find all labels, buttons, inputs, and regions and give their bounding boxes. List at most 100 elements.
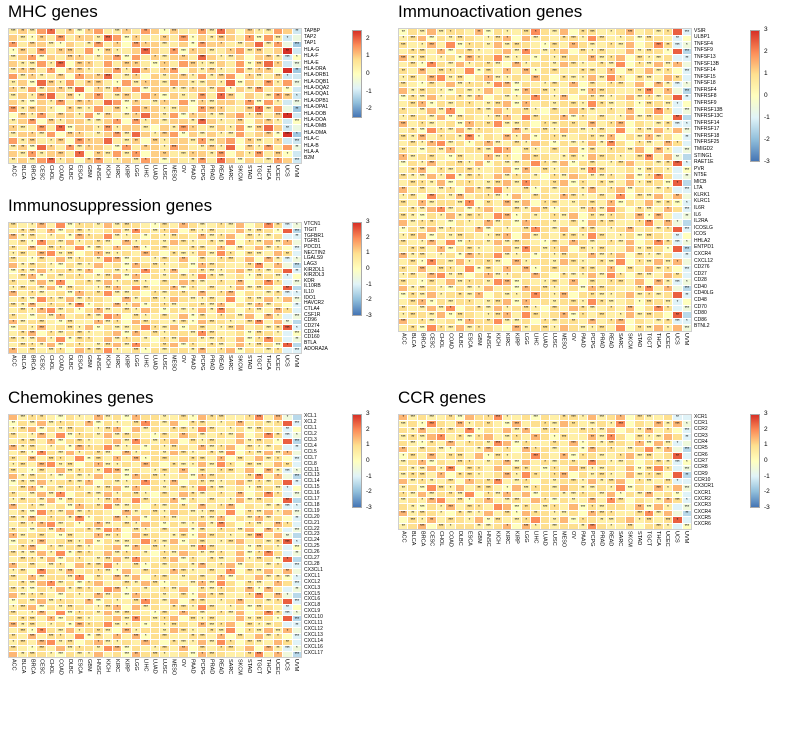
heatmap-cell: ***: [179, 86, 188, 93]
heatmap-cell: ***: [550, 121, 559, 127]
gene-label: CXCL2: [304, 578, 321, 585]
heatmap-cell: ***: [502, 134, 512, 140]
heatmap-cell: ***: [427, 491, 436, 498]
heatmap-cell: ***: [56, 509, 65, 515]
heatmap-cell: [112, 61, 122, 67]
heatmap-cell: [103, 41, 112, 48]
heatmap-cell: [578, 55, 588, 61]
heatmap-cell: ***: [531, 415, 540, 421]
heatmap-cell: [46, 240, 56, 245]
gene-label: HLA-DPA1: [304, 104, 329, 111]
heatmap-cell: ***: [264, 444, 273, 450]
heatmap-cell: *: [502, 312, 512, 318]
heatmap-cell: ***: [122, 93, 131, 99]
heatmap-cell: ***: [512, 498, 521, 504]
colorbar-gradient: [352, 30, 362, 118]
heatmap-cell: *: [75, 432, 84, 438]
heatmap-cell: [37, 157, 46, 163]
heatmap-cell: ***: [446, 101, 455, 107]
heatmap-cell: *: [188, 557, 198, 563]
heatmap-cell: *: [474, 173, 484, 180]
heatmap-cell: [616, 180, 625, 186]
heatmap-cell: [559, 200, 569, 206]
heatmap-cell: [408, 81, 417, 88]
heatmap-cell: **: [56, 640, 65, 646]
heatmap-cell: *: [417, 219, 427, 226]
heatmap-cell: [427, 107, 436, 114]
heatmap-cell: *: [112, 86, 122, 93]
heatmap-cell: [474, 453, 484, 459]
heatmap-cell: *: [292, 291, 301, 296]
heatmap-cell: [65, 118, 75, 125]
heatmap-cell: [198, 285, 207, 291]
heatmap-cell: [179, 336, 188, 342]
heatmap-cell: [559, 88, 569, 94]
heatmap-cell: **: [455, 55, 465, 61]
heatmap-cell: ***: [254, 86, 264, 93]
gene-label: CCR8: [694, 464, 708, 471]
heatmap-cell: **: [18, 622, 27, 628]
heatmap-cell: *: [131, 592, 141, 598]
heatmap-cell: [531, 318, 540, 325]
heatmap-cell: [540, 35, 550, 42]
heatmap-cell: [436, 121, 446, 127]
heatmap-cell: **: [550, 259, 559, 266]
heatmap-cell: [235, 291, 245, 296]
heatmap-cell: [103, 420, 112, 426]
heatmap-cell: ***: [56, 342, 65, 348]
heatmap-cell: ***: [235, 527, 245, 533]
heatmap-cell: **: [408, 325, 417, 331]
heatmap-cell: [521, 114, 531, 121]
heatmap-cell: *: [160, 29, 169, 35]
heatmap-cell: [150, 521, 160, 527]
heatmap-cell: [179, 331, 188, 336]
heatmap-cell: ***: [122, 450, 131, 456]
heatmap-cell: [169, 432, 179, 438]
heatmap-cell: [245, 80, 254, 86]
heatmap-cell: [521, 453, 531, 459]
heatmap-cell: **: [94, 450, 103, 456]
heatmap-cell: ***: [512, 259, 521, 266]
heatmap-cell: ***: [131, 80, 141, 86]
heatmap-cell: [150, 497, 160, 503]
heatmap-cell: *: [606, 446, 616, 453]
heatmap-cell: *: [94, 86, 103, 93]
heatmap-cell: [122, 319, 131, 325]
heatmap-cell: [408, 485, 417, 491]
cancer-label: PRAD: [208, 355, 215, 371]
gene-label: CCL11: [304, 466, 320, 473]
heatmap-cell: [169, 291, 179, 296]
heatmap-cell: *: [141, 41, 150, 48]
heatmap-cell: *: [131, 415, 141, 420]
heatmap-cell: *: [588, 206, 597, 213]
heatmap-cell: *: [216, 257, 226, 262]
heatmap-cell: [654, 440, 663, 446]
heatmap-cell: ***: [493, 193, 502, 200]
heatmap-cell: ***: [273, 557, 283, 563]
gene-label: CXCL3: [304, 584, 321, 591]
heatmap-cell: ***: [512, 167, 521, 173]
heatmap-cell: **: [37, 73, 46, 80]
cancer-label: DLBC: [66, 355, 73, 370]
heatmap-cell: [112, 151, 122, 157]
heatmap-cell: *: [216, 527, 226, 533]
heatmap-cell: [559, 427, 569, 434]
heatmap-cell: *: [436, 285, 446, 292]
heatmap-cell: **: [188, 420, 198, 426]
heatmap-cell: [597, 279, 606, 285]
heatmap-cell: [150, 151, 160, 157]
heatmap-cell: ***: [198, 157, 207, 163]
heatmap-cell: [264, 274, 273, 279]
heatmap-cell: [512, 193, 521, 200]
heatmap-cell: **: [550, 180, 559, 186]
heatmap-cell: [625, 415, 635, 421]
heatmap-cell: *: [216, 144, 226, 151]
heatmap-cell: *: [198, 438, 207, 444]
heatmap-cell: *: [188, 319, 198, 325]
heatmap-cell: ***: [264, 563, 273, 568]
heatmap-cell: ***: [56, 592, 65, 598]
heatmap-cell: [216, 474, 226, 480]
heatmap-cell: ***: [235, 245, 245, 251]
heatmap-cell: **: [94, 93, 103, 99]
heatmap-cell: [150, 486, 160, 491]
